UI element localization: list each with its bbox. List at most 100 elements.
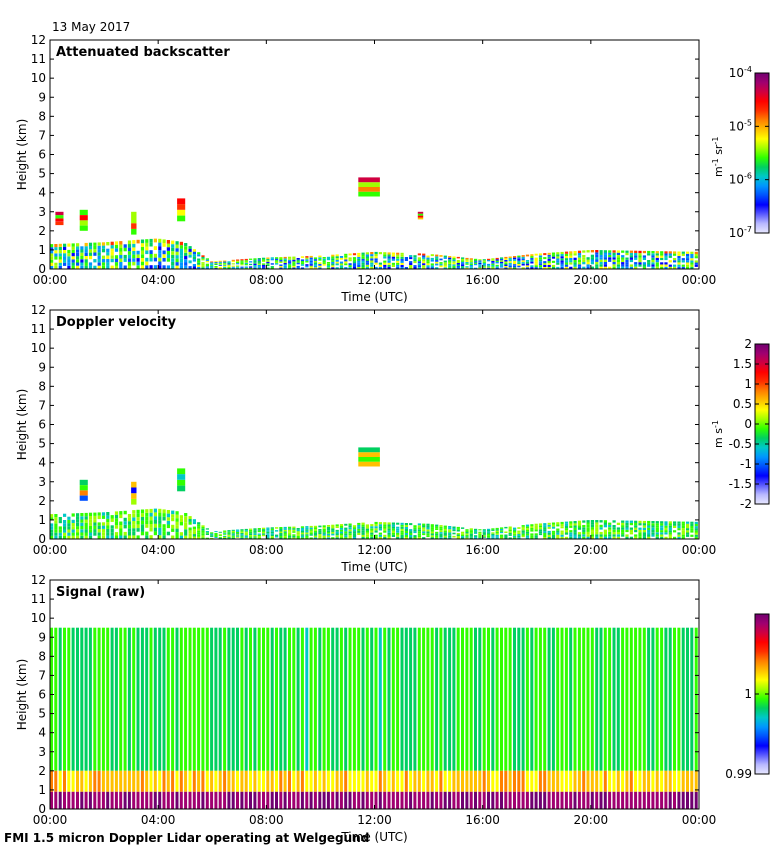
data-cell	[612, 264, 616, 267]
data-cell	[642, 523, 646, 526]
data-cell	[166, 524, 170, 529]
data-cell	[461, 260, 465, 262]
data-cell	[508, 259, 512, 262]
data-cell	[58, 535, 62, 539]
data-cell	[205, 258, 209, 260]
data-cell	[266, 530, 270, 532]
data-cell	[357, 770, 361, 792]
data-cell	[201, 770, 205, 792]
data-cell	[448, 532, 452, 535]
data-cell	[175, 248, 179, 252]
data-cell	[123, 244, 127, 248]
data-cell	[318, 264, 322, 266]
data-cell	[106, 258, 110, 263]
data-cell	[114, 627, 118, 771]
data-cell	[123, 258, 127, 262]
data-cell	[642, 536, 646, 539]
data-cell	[67, 791, 71, 809]
data-cell	[357, 260, 361, 263]
data-cell	[478, 529, 482, 531]
data-cell	[210, 534, 214, 536]
data-cell	[84, 512, 88, 517]
data-cell	[694, 523, 698, 527]
data-cell	[114, 770, 118, 792]
data-cell	[448, 257, 452, 260]
data-cell	[409, 267, 413, 269]
data-cell	[564, 266, 569, 269]
data-cell	[448, 256, 452, 258]
data-cell	[296, 259, 300, 262]
data-cell	[240, 266, 244, 268]
data-cell	[625, 770, 629, 792]
data-cell	[660, 627, 664, 771]
data-cell	[240, 262, 244, 265]
data-cell	[582, 532, 586, 535]
data-cell	[348, 257, 352, 260]
data-cell	[188, 791, 192, 809]
data-cell	[158, 257, 162, 262]
data-cell	[305, 526, 309, 528]
data-cell	[370, 262, 374, 265]
data-cell	[651, 264, 655, 267]
data-cell	[396, 526, 400, 529]
data-cell	[612, 627, 616, 771]
data-cell	[573, 532, 577, 535]
data-cell	[556, 266, 560, 269]
data-cell	[370, 534, 374, 537]
data-cell	[616, 262, 620, 265]
data-cell	[279, 537, 283, 539]
y-tick-label: 10	[31, 341, 46, 355]
data-cell	[175, 262, 179, 266]
data-cell	[660, 523, 664, 526]
data-cell	[573, 627, 577, 771]
x-tick-label: 12:00	[357, 543, 392, 557]
data-cell	[326, 526, 331, 529]
data-cell	[101, 259, 106, 263]
data-cell	[573, 791, 577, 809]
data-cell	[508, 528, 512, 530]
data-cell	[88, 627, 92, 771]
data-cell	[283, 266, 287, 268]
data-cell	[257, 258, 261, 260]
data-cell	[564, 770, 568, 792]
data-cell	[145, 509, 149, 513]
x-tick-label: 12:00	[357, 273, 392, 287]
data-cell	[192, 249, 196, 252]
data-cell	[140, 528, 145, 532]
data-cell	[145, 239, 149, 243]
data-cell	[162, 535, 166, 539]
colorbar-unit-label: m s-1	[711, 420, 725, 448]
cloud-cell	[177, 215, 186, 222]
data-cell	[616, 259, 620, 262]
data-cell	[491, 537, 495, 539]
data-cell	[188, 527, 192, 531]
data-cell	[127, 254, 132, 259]
data-cell	[184, 262, 188, 266]
data-cell	[525, 526, 530, 529]
data-cell	[67, 627, 71, 771]
data-cell	[404, 523, 408, 525]
data-cell	[162, 250, 166, 255]
data-cell	[97, 515, 101, 520]
data-cell	[114, 521, 119, 526]
data-cell	[681, 260, 685, 263]
data-cell	[171, 251, 175, 255]
data-cell	[508, 256, 512, 259]
data-cell	[236, 536, 240, 538]
data-cell	[474, 532, 478, 534]
data-cell	[525, 265, 530, 268]
data-cell	[214, 536, 218, 537]
data-cell	[660, 530, 664, 533]
data-cell	[288, 264, 292, 266]
data-cell	[231, 627, 235, 771]
data-cell	[409, 537, 413, 539]
data-cell	[616, 791, 620, 809]
data-cell	[205, 261, 209, 263]
data-cell	[378, 526, 382, 529]
data-cell	[244, 791, 248, 809]
data-cell	[214, 262, 218, 264]
data-cell	[664, 523, 668, 526]
data-cell	[201, 262, 205, 264]
data-cell	[240, 264, 244, 266]
data-cell	[547, 262, 551, 265]
